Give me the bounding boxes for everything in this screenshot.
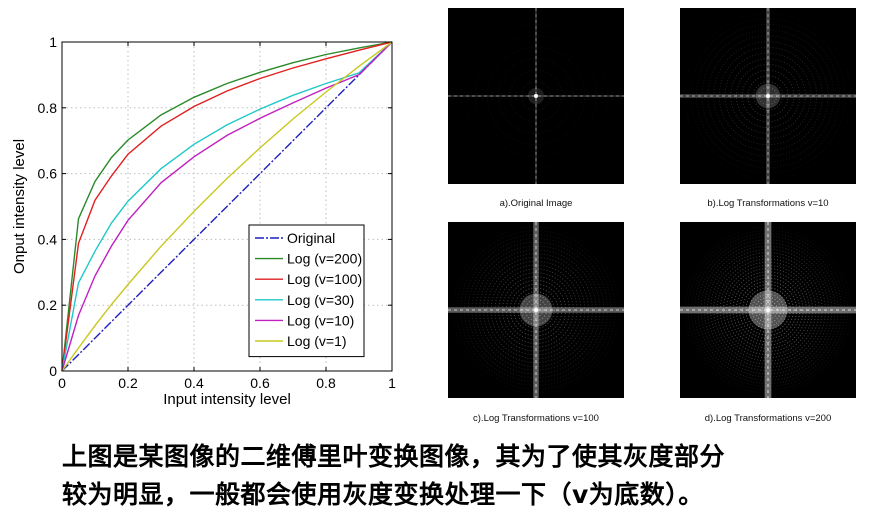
x-tick-label: 0.2 bbox=[118, 375, 138, 391]
legend-entry: Log (v=100) bbox=[287, 271, 362, 287]
plot-frame bbox=[61, 41, 393, 372]
fourier-spectrum-image bbox=[448, 8, 624, 184]
spectrum-ring bbox=[509, 283, 563, 337]
spectrum-ring bbox=[486, 46, 586, 146]
x-tick-label: 0.4 bbox=[184, 375, 204, 391]
spectrum-dc-point bbox=[534, 94, 538, 98]
spectrum-ring bbox=[498, 272, 574, 348]
caption-log-v100: c).Log Transformations v=100 bbox=[473, 413, 599, 424]
spectrum-ring bbox=[486, 260, 586, 360]
spectrum-ring bbox=[463, 237, 609, 383]
spectrum-ring bbox=[724, 52, 812, 140]
spectrum-ring bbox=[706, 248, 830, 372]
caption-original-image: a).Original Image bbox=[499, 198, 573, 209]
y-tick-label: 0.6 bbox=[38, 166, 58, 182]
spectrum-ring bbox=[761, 303, 775, 317]
spectrum-ring bbox=[494, 268, 578, 352]
x-tick-label: 0 bbox=[58, 375, 66, 391]
spectrum-ring bbox=[742, 284, 794, 336]
spectrum-ring bbox=[754, 296, 782, 324]
series-line-4 bbox=[61, 41, 393, 372]
series-line-1 bbox=[61, 41, 393, 372]
spectrum-dc-point bbox=[766, 94, 770, 98]
caption-log-v200: d).Log Transformations v=200 bbox=[704, 413, 832, 424]
spectrum-ring bbox=[713, 255, 823, 365]
panel-log-v100 bbox=[448, 222, 624, 398]
x-tick-label: 0.8 bbox=[316, 375, 336, 391]
x-axis-label: Input intensity level bbox=[163, 391, 291, 408]
y-tick-label: 0 bbox=[49, 363, 57, 379]
description-line-1: 上图是某图像的二维傅里叶变换图像，其为了使其灰度部分 bbox=[62, 442, 726, 471]
spectrum-ring bbox=[713, 41, 823, 151]
legend-entry: Log (v=1) bbox=[287, 333, 347, 349]
spectrum-ring bbox=[517, 291, 555, 329]
spectrum-ring bbox=[701, 29, 835, 163]
description-line-2: 较为明显，一般都会使用灰度变换处理一下（v为底数）。 bbox=[62, 480, 704, 509]
legend-entry: Log (v=30) bbox=[287, 292, 354, 308]
spectrum-ring bbox=[505, 279, 567, 341]
legend-entry: Original bbox=[287, 230, 335, 246]
fourier-spectrum-image bbox=[448, 222, 624, 398]
spectrum-ring bbox=[509, 69, 563, 123]
spectrum-ring bbox=[730, 58, 806, 134]
y-tick-label: 0.2 bbox=[38, 297, 58, 313]
series-line-5 bbox=[61, 41, 393, 372]
y-tick-label: 1 bbox=[49, 34, 57, 50]
spectrum-ring bbox=[695, 23, 841, 169]
y-tick-label: 0.8 bbox=[38, 100, 58, 116]
spectrum-ring bbox=[690, 18, 846, 174]
spectrum-ring bbox=[475, 249, 597, 371]
spectrum-ring bbox=[528, 302, 544, 318]
spectrum-ring bbox=[521, 81, 551, 111]
series-line-3 bbox=[61, 41, 393, 372]
series-line-2 bbox=[61, 41, 393, 372]
panel-log-v200 bbox=[680, 222, 856, 398]
spectrum-ring bbox=[707, 35, 829, 157]
y-tick-label: 0.4 bbox=[38, 231, 58, 247]
legend-box bbox=[248, 224, 365, 358]
panel-log-v10 bbox=[680, 8, 856, 184]
fourier-spectrum-image bbox=[680, 222, 856, 398]
legend-entry: Log (v=10) bbox=[287, 312, 354, 328]
spectrum-ring bbox=[719, 261, 817, 359]
caption-log-v10: b).Log Transformations v=10 bbox=[707, 198, 829, 209]
spectrum-dc-point bbox=[766, 308, 770, 312]
spectrum-ring bbox=[726, 268, 810, 352]
spectrum-ring bbox=[748, 290, 788, 330]
legend-entry: Log (v=200) bbox=[287, 251, 362, 267]
x-tick-label: 1 bbox=[388, 375, 396, 391]
panel-original-image bbox=[448, 8, 624, 184]
spectrum-ring bbox=[741, 69, 795, 123]
spectrum-ring bbox=[718, 46, 818, 146]
fourier-spectrum-image bbox=[680, 8, 856, 184]
x-tick-label: 0.6 bbox=[250, 375, 270, 391]
y-axis-label: Onput intensity level bbox=[11, 139, 28, 274]
spectrum-ring bbox=[498, 58, 574, 134]
spectrum-dc-point bbox=[534, 308, 538, 312]
series-line-0 bbox=[61, 41, 393, 372]
